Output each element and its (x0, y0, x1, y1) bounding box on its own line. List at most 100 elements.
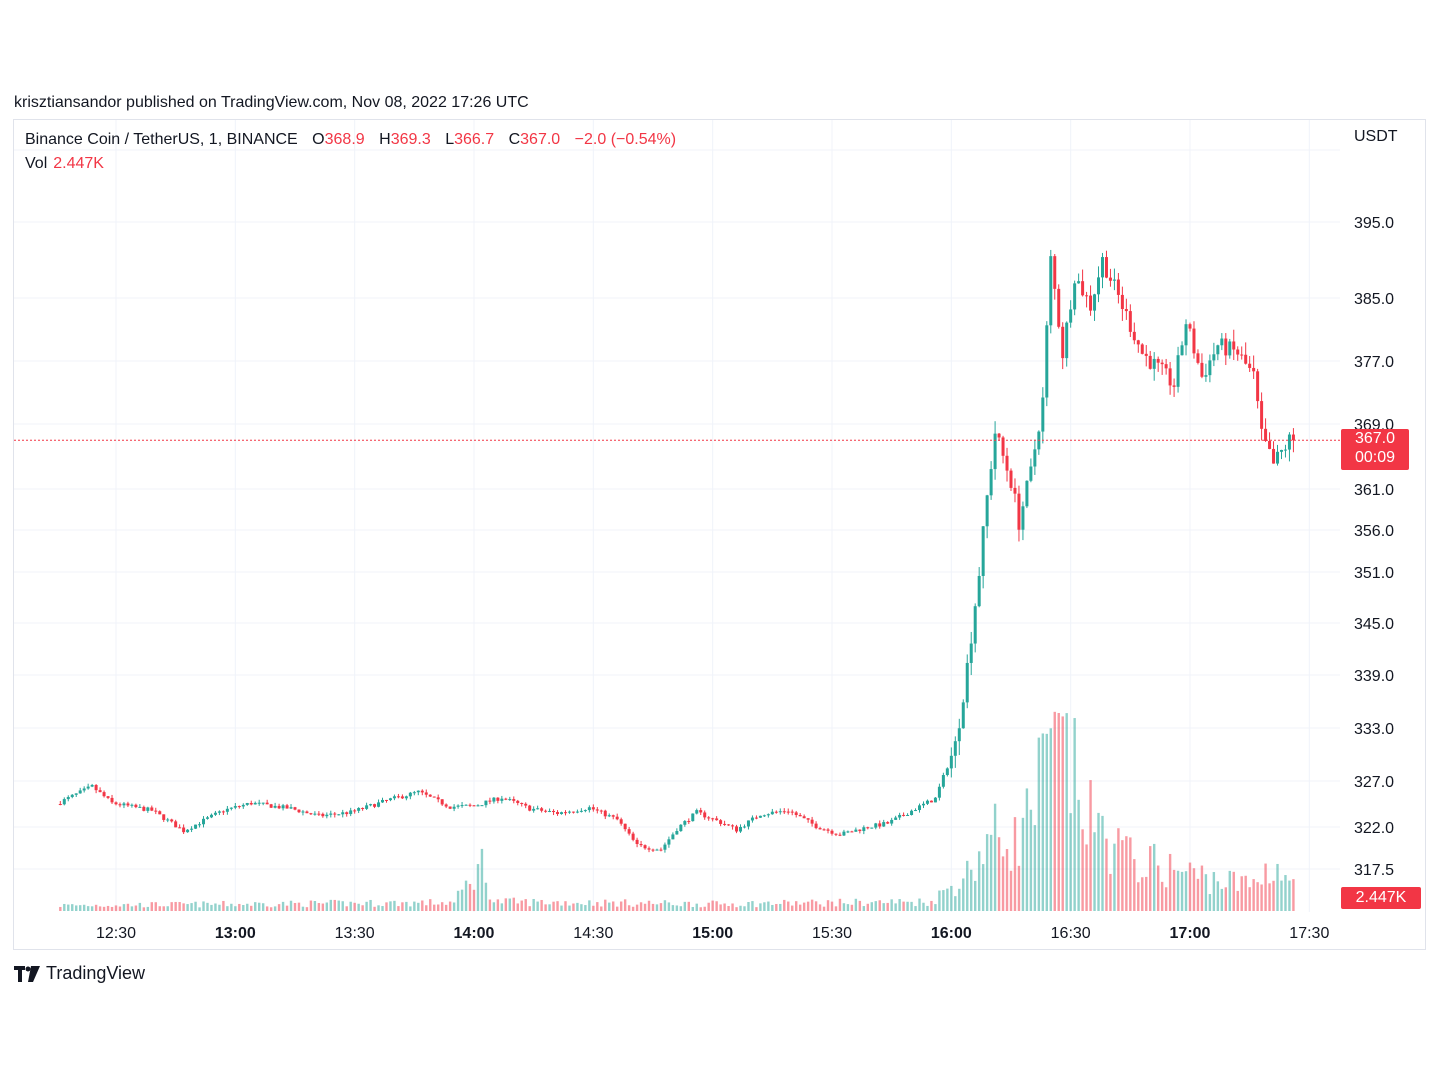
volume-bar (504, 898, 508, 911)
change-value: −2.0 (−0.54%) (574, 131, 677, 148)
candle (1029, 458, 1033, 483)
volume-bar (1101, 815, 1104, 911)
candle (1140, 343, 1144, 355)
volume-bar (683, 901, 687, 911)
volume-bar (1113, 843, 1116, 911)
volume-bar (433, 904, 436, 911)
candle (540, 807, 544, 813)
candle (257, 799, 261, 806)
volume-bar (166, 906, 169, 911)
candle (651, 848, 655, 853)
candle (202, 816, 206, 828)
volume-bar (134, 905, 138, 911)
time-tick-label: 15:30 (812, 925, 852, 942)
candle (929, 800, 933, 803)
volume-bar (671, 905, 675, 911)
volume-bar (1153, 843, 1156, 911)
candle (472, 804, 476, 807)
volume-bar (1280, 880, 1283, 911)
candle (742, 824, 746, 829)
candle (766, 813, 770, 818)
candle (1168, 361, 1172, 395)
volume-legend: Vol 2.447K (25, 155, 104, 173)
volume-bar (767, 901, 770, 911)
candle (62, 797, 66, 806)
volume-bar (258, 902, 261, 911)
candle (229, 807, 233, 811)
candle (130, 803, 134, 808)
volume-bar (1184, 871, 1188, 911)
candle (476, 804, 480, 807)
volume-bar (305, 907, 309, 911)
volume-bar (1129, 837, 1132, 911)
volume-bar (293, 902, 297, 911)
candle (186, 829, 190, 833)
candle (866, 826, 870, 830)
candle (142, 805, 146, 812)
candle (1057, 284, 1061, 329)
grid-lines (14, 120, 1340, 912)
candle (1244, 342, 1248, 365)
candle (1240, 346, 1244, 360)
volume-badge: 2.447K (1341, 887, 1421, 909)
candle (500, 795, 504, 804)
price-tick-label: 385.0 (1354, 291, 1394, 308)
volume-bar (771, 904, 774, 911)
volume-bar (1045, 733, 1048, 911)
volume-bar (906, 901, 909, 911)
candle (794, 810, 798, 818)
volume-bar (989, 834, 993, 911)
volume-bar (301, 906, 305, 911)
candle (444, 803, 448, 809)
volume-bar (826, 900, 830, 911)
candle (512, 796, 516, 804)
candle (762, 814, 766, 817)
volume-bar (409, 906, 412, 911)
volume-bar (1236, 890, 1239, 911)
volume-bar (818, 904, 822, 911)
tradingview-logo[interactable]: TradingView (14, 963, 145, 984)
volume-bar (110, 906, 114, 911)
volume-bar (1264, 863, 1267, 911)
volume-bar (472, 889, 476, 911)
candle (870, 827, 874, 829)
candle (898, 812, 902, 820)
candle (826, 828, 830, 834)
symbol-name: Binance Coin / TetherUS, 1, BINANCE (25, 131, 298, 148)
candle (106, 796, 110, 800)
volume-bar (1005, 849, 1009, 911)
candle (615, 813, 619, 821)
price-candles (58, 249, 1295, 853)
candle (1144, 345, 1148, 367)
volume-bar (448, 901, 452, 911)
candle (504, 797, 508, 801)
volume-bar (381, 906, 384, 911)
candle (221, 810, 225, 815)
volume-bar (727, 906, 730, 911)
candle (818, 826, 822, 830)
candle (575, 809, 579, 814)
volume-bar (830, 901, 834, 911)
candle (464, 804, 468, 806)
candle (134, 803, 138, 809)
volume-bar (866, 903, 869, 911)
candle (579, 808, 583, 813)
time-tick-label: 16:30 (1051, 925, 1091, 942)
candle (933, 797, 937, 803)
candle (595, 807, 599, 814)
volume-bar (985, 834, 989, 911)
tradingview-logo-icon (14, 965, 40, 982)
volume-bar (894, 903, 897, 911)
candle (392, 794, 396, 801)
candle (400, 794, 404, 800)
candle (182, 824, 186, 835)
volume-bar (922, 902, 925, 911)
candle (114, 801, 118, 806)
candle (973, 603, 977, 653)
candle (205, 815, 209, 820)
volume-bar (743, 906, 746, 911)
volume-bar (1196, 878, 1200, 911)
candle (695, 808, 699, 815)
volume-bar (1288, 880, 1291, 911)
